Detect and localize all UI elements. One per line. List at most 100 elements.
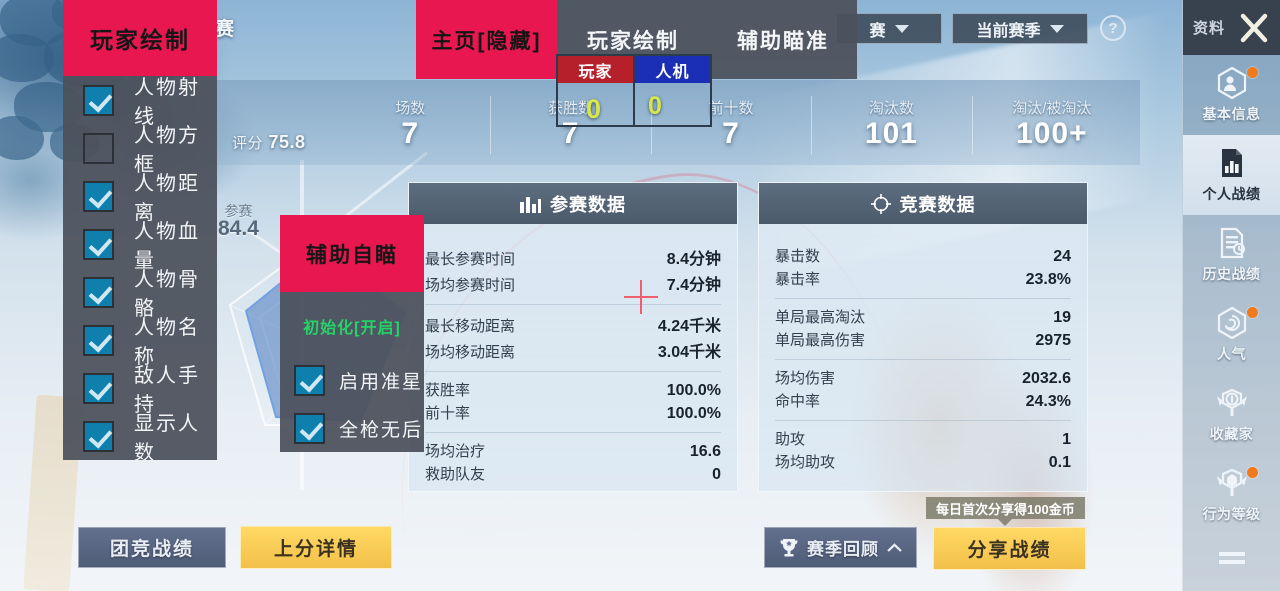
stat-value: 19 bbox=[1053, 309, 1071, 326]
stat-value: 100.0% bbox=[666, 382, 721, 399]
stat-row: 获胜率 100.0% bbox=[425, 378, 721, 401]
stat-value: 101 bbox=[864, 116, 918, 150]
season-dropdown[interactable]: 当前赛季 bbox=[952, 13, 1088, 44]
rank-details-label: 上分详情 bbox=[273, 539, 358, 560]
draw-option-label: 人物方框 bbox=[134, 125, 200, 176]
checkbox-icon[interactable] bbox=[83, 420, 114, 452]
draw-option-row[interactable]: 人物方框 bbox=[63, 124, 217, 176]
draw-option-label: 显示人数 bbox=[134, 413, 200, 464]
target-type-player-count: 0 bbox=[586, 94, 602, 124]
sidebar-item-collector[interactable]: 收藏家 bbox=[1183, 375, 1280, 455]
rank-details-button[interactable]: 上分详情 bbox=[240, 526, 392, 569]
stat-group: 助攻 1 场均助攻 0.1 bbox=[775, 421, 1071, 481]
stats-document-icon bbox=[1221, 148, 1242, 177]
stat-group: 暴击数 24 暴击率 23.8% bbox=[775, 238, 1071, 299]
season-review-label: 赛季回顾 bbox=[807, 540, 879, 559]
share-record-button[interactable]: 分享战绩 bbox=[933, 527, 1086, 570]
stat-key: 淘汰/被淘汰 bbox=[1012, 99, 1092, 117]
target-type-bot-label: 人机 bbox=[635, 56, 710, 83]
draw-option-row[interactable]: 人物骨骼 bbox=[63, 268, 217, 320]
sidebar-item-personal-record[interactable]: 个人战绩 bbox=[1183, 135, 1280, 215]
target-type-player[interactable]: 玩家 bbox=[558, 56, 633, 125]
sidebar-item-label: 行为等级 bbox=[1202, 505, 1261, 522]
help-icon[interactable]: ? bbox=[1100, 15, 1126, 41]
card-title: 竞赛数据 bbox=[899, 194, 976, 215]
checkbox-icon[interactable] bbox=[83, 132, 114, 164]
stat-group: 最长参赛时间 8.4分钟 场均参赛时间 7.4分钟 bbox=[425, 238, 721, 305]
more-lines-icon bbox=[1218, 552, 1245, 564]
aim-assist-panel-title: 辅助自瞄 bbox=[280, 215, 424, 292]
draw-option-row[interactable]: 人物名称 bbox=[63, 316, 217, 368]
stat-key: 单局最高伤害 bbox=[775, 332, 866, 349]
team-record-label: 团竞战绩 bbox=[109, 539, 194, 560]
draw-option-row[interactable]: 敌人手持 bbox=[63, 364, 217, 416]
stat-row: 单局最高淘汰 19 bbox=[775, 305, 1071, 328]
aim-assist-panel: 辅助自瞄 初始化[开启] 启用准星 全枪无后 bbox=[280, 215, 424, 452]
sidebar-item-label: 历史战绩 bbox=[1202, 265, 1261, 282]
stat-key: 单局最高淘汰 bbox=[775, 309, 866, 326]
stat-value: 7.4分钟 bbox=[666, 277, 721, 294]
stat-group: 单局最高淘汰 19 单局最高伤害 2975 bbox=[775, 299, 1071, 360]
crosshair-icon bbox=[870, 193, 891, 214]
checkbox-icon[interactable] bbox=[83, 276, 114, 308]
match-data-card: 参赛数据 最长参赛时间 8.4分钟 场均参赛时间 7.4分钟 最长移动距离 4.… bbox=[408, 182, 738, 492]
stat-value: 24 bbox=[1053, 248, 1071, 265]
stat-row: 命中率 24.3% bbox=[775, 389, 1071, 412]
stat-value: 23.8% bbox=[1025, 271, 1071, 288]
sidebar-item-basic-info[interactable]: 基本信息 bbox=[1183, 55, 1280, 135]
notification-dot bbox=[1247, 307, 1258, 318]
aim-option-row[interactable]: 启用准星 bbox=[280, 356, 424, 404]
stat-cell-kd: 淘汰/被淘汰 100+ bbox=[971, 82, 1132, 164]
stat-key: 场均助攻 bbox=[775, 454, 836, 471]
radar-axis-label: 参赛 84.4 bbox=[218, 203, 259, 239]
stat-row: 最长参赛时间 8.4分钟 bbox=[425, 244, 721, 270]
share-record-label: 分享战绩 bbox=[967, 540, 1052, 561]
stat-value: 4.24千米 bbox=[657, 318, 721, 335]
checkbox-icon[interactable] bbox=[83, 324, 114, 356]
draw-option-row[interactable]: 人物距离 bbox=[63, 172, 217, 224]
stat-value: 0.1 bbox=[1048, 454, 1071, 471]
checkbox-icon[interactable] bbox=[83, 228, 114, 260]
collector-medal-icon bbox=[1216, 388, 1247, 416]
team-record-button[interactable]: 团竞战绩 bbox=[78, 527, 226, 568]
competition-data-card-body: 暴击数 24 暴击率 23.8% 单局最高淘汰 19 单局最高伤害 2975 bbox=[759, 224, 1087, 487]
notification-dot bbox=[1247, 67, 1258, 78]
history-document-icon bbox=[1220, 227, 1245, 258]
mode-dropdown-label: 赛 bbox=[869, 22, 886, 40]
close-x-icon[interactable] bbox=[1236, 11, 1272, 45]
checkbox-icon[interactable] bbox=[83, 372, 114, 404]
draw-option-label: 人物骨骼 bbox=[134, 269, 200, 320]
sidebar-item-behavior-level[interactable]: 行为等级 bbox=[1183, 455, 1280, 535]
aim-option-row[interactable]: 全枪无后 bbox=[280, 404, 424, 452]
stat-row: 救助队友 0 bbox=[425, 462, 721, 485]
stat-key: 场数 bbox=[395, 99, 426, 117]
stat-row: 场均助攻 0.1 bbox=[775, 450, 1071, 473]
overlay-tab-player-draw[interactable]: 玩家绘制 bbox=[557, 0, 709, 79]
sidebar-item-popularity[interactable]: 人气 bbox=[1183, 295, 1280, 375]
draw-option-row[interactable]: 显示人数 bbox=[63, 412, 217, 464]
checkbox-icon[interactable] bbox=[83, 84, 114, 116]
radar-axis-name: 参赛 bbox=[224, 203, 253, 219]
overlay-tab-aim-assist[interactable]: 辅助瞄准 bbox=[709, 0, 857, 79]
season-review-button[interactable]: 赛季回顾 bbox=[764, 527, 917, 568]
stat-row: 暴击率 23.8% bbox=[775, 267, 1071, 290]
target-type-bot-count: 0 bbox=[648, 92, 662, 120]
draw-option-row[interactable]: 人物射线 bbox=[63, 76, 217, 128]
player-score-value: 75.8 bbox=[268, 132, 306, 152]
stat-cell-kills: 淘汰数 101 bbox=[811, 82, 971, 164]
checkbox-icon[interactable] bbox=[294, 364, 325, 396]
sidebar-item-label: 个人战绩 bbox=[1202, 185, 1261, 202]
overlay-tab-home[interactable]: 主页[隐藏] bbox=[416, 0, 557, 79]
profile-sidebar: 资料 基本信息 个人战绩 bbox=[1182, 0, 1280, 591]
draw-option-row[interactable]: 人物血量 bbox=[63, 220, 217, 272]
checkbox-icon[interactable] bbox=[294, 412, 325, 444]
sidebar-more-button[interactable] bbox=[1183, 535, 1280, 581]
popularity-rose-icon bbox=[1217, 306, 1246, 339]
target-type-bot[interactable]: 人机 bbox=[633, 56, 710, 125]
sidebar-item-history-record[interactable]: 历史战绩 bbox=[1183, 215, 1280, 295]
stat-key: 场均参赛时间 bbox=[425, 277, 516, 294]
stat-key: 获胜数 bbox=[548, 99, 594, 117]
stat-row: 最长移动距离 4.24千米 bbox=[425, 311, 721, 337]
checkbox-icon[interactable] bbox=[83, 180, 114, 212]
